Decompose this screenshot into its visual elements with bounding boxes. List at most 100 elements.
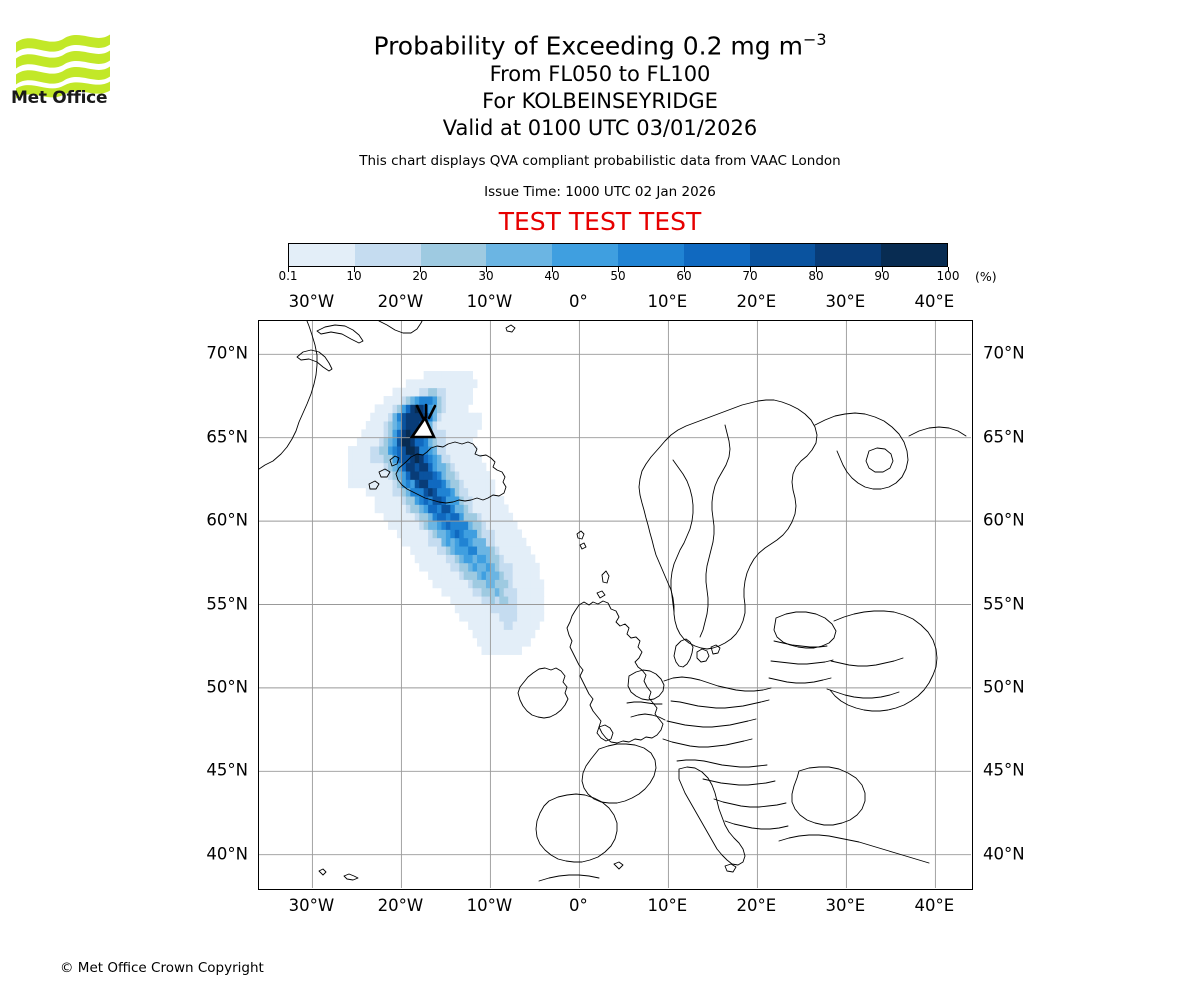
plume-cell: [441, 404, 447, 414]
plume-cell: [499, 546, 505, 555]
plume-cell: [450, 546, 456, 555]
plume-cell: [477, 612, 482, 622]
plume-cell: [463, 479, 469, 489]
plume-cell: [463, 471, 469, 480]
plume-cell: [494, 529, 500, 539]
plume-cell: [392, 521, 398, 530]
plume-cell: [401, 412, 407, 422]
plume-cell: [374, 462, 380, 472]
plume-cell: [503, 571, 509, 580]
plume-cell: [365, 487, 371, 497]
plume-cell: [472, 612, 478, 622]
plume-cell: [530, 629, 536, 639]
plume-cell: [388, 512, 393, 522]
plume-cell: [508, 604, 514, 614]
plume-cell: [445, 504, 451, 514]
plume-cell: [468, 562, 473, 572]
plume-cell: [530, 596, 536, 605]
plume-cell: [437, 446, 442, 455]
plume-cell: [490, 496, 496, 505]
plume-cell: [512, 554, 518, 564]
plume-cell: [419, 562, 425, 572]
plume-cell: [441, 529, 447, 539]
plume-cell: [445, 546, 451, 555]
plume-cell: [432, 504, 438, 514]
plume-cell: [454, 404, 460, 414]
plume-cell: [428, 471, 433, 480]
plume-cell: [490, 537, 496, 547]
plume-cell: [517, 637, 522, 647]
plume-cell: [499, 521, 505, 530]
plume-cell: [454, 512, 460, 522]
plume-cell: [423, 454, 429, 464]
plume-cell: [459, 479, 465, 489]
plume-cell: [405, 387, 411, 397]
colorbar-gradient: [288, 243, 948, 267]
plume-cell: [508, 512, 514, 522]
plume-cell: [428, 396, 433, 405]
plume-cell: [499, 596, 505, 605]
plume-cell: [468, 587, 473, 597]
plume-cell: [432, 412, 438, 422]
plume-cell: [441, 387, 447, 397]
plume-cell: [463, 571, 469, 580]
plume-cell: [410, 454, 416, 464]
plume-cell: [432, 446, 438, 455]
plume-cell: [432, 562, 438, 572]
plume-cell: [490, 479, 496, 489]
plume-cell: [512, 637, 518, 647]
plume-cell: [392, 487, 398, 497]
plume-cell: [503, 604, 509, 614]
plume-cell: [499, 587, 505, 597]
lon-label-bottom-30°W: 30°W: [288, 896, 335, 915]
plume-cell: [490, 629, 496, 639]
plume-cell: [401, 396, 407, 405]
plume-cell: [437, 379, 442, 389]
plume-cell: [445, 379, 451, 389]
plume-cell: [485, 479, 491, 489]
plume-cell: [374, 446, 380, 455]
plume-cell: [428, 521, 433, 530]
plume-cell: [445, 562, 451, 572]
lat-label-right-55°N: 55°N: [983, 594, 1025, 613]
plume-cell: [512, 612, 518, 622]
plume-cell: [539, 604, 545, 614]
plume-cell: [370, 462, 376, 472]
plume-cell: [428, 404, 433, 414]
plume-cell: [450, 554, 456, 564]
plume-cell: [445, 387, 451, 397]
plume-cell: [374, 471, 380, 480]
plume-cell: [445, 404, 451, 414]
lon-label-top-30°E: 30°E: [825, 292, 866, 311]
plume-cell: [472, 479, 478, 489]
plume-cell: [481, 629, 487, 639]
plume-cell: [441, 412, 447, 422]
plume-cell: [401, 421, 407, 430]
plume-cell: [428, 479, 433, 489]
plume-cell: [454, 462, 460, 472]
plume-cell: [503, 579, 509, 589]
plume-cell: [459, 612, 465, 622]
plume-cell: [441, 496, 447, 505]
plume-cell: [512, 646, 518, 655]
plume-cell: [463, 596, 469, 605]
issue-time-line: Issue Time: 1000 UTC 02 Jan 2026: [484, 184, 716, 201]
plume-cell: [428, 421, 433, 430]
plume-cell: [490, 571, 496, 580]
plume-cell: [459, 412, 465, 422]
map-plot-area[interactable]: [258, 320, 973, 890]
plume-cell: [410, 521, 416, 530]
plume-cell: [485, 579, 491, 589]
plume-cell: [526, 637, 531, 647]
plume-cell: [454, 471, 460, 480]
plume-cell: [396, 471, 402, 480]
plume-cell: [494, 612, 500, 622]
page-title-exponent: −3: [802, 30, 827, 49]
plume-cell: [490, 562, 496, 572]
plume-cell: [392, 404, 398, 414]
plume-cell: [472, 496, 478, 505]
plume-cell: [437, 562, 442, 572]
plume-cell: [472, 587, 478, 597]
plume-cell: [445, 462, 451, 472]
plume-cell: [428, 371, 433, 380]
